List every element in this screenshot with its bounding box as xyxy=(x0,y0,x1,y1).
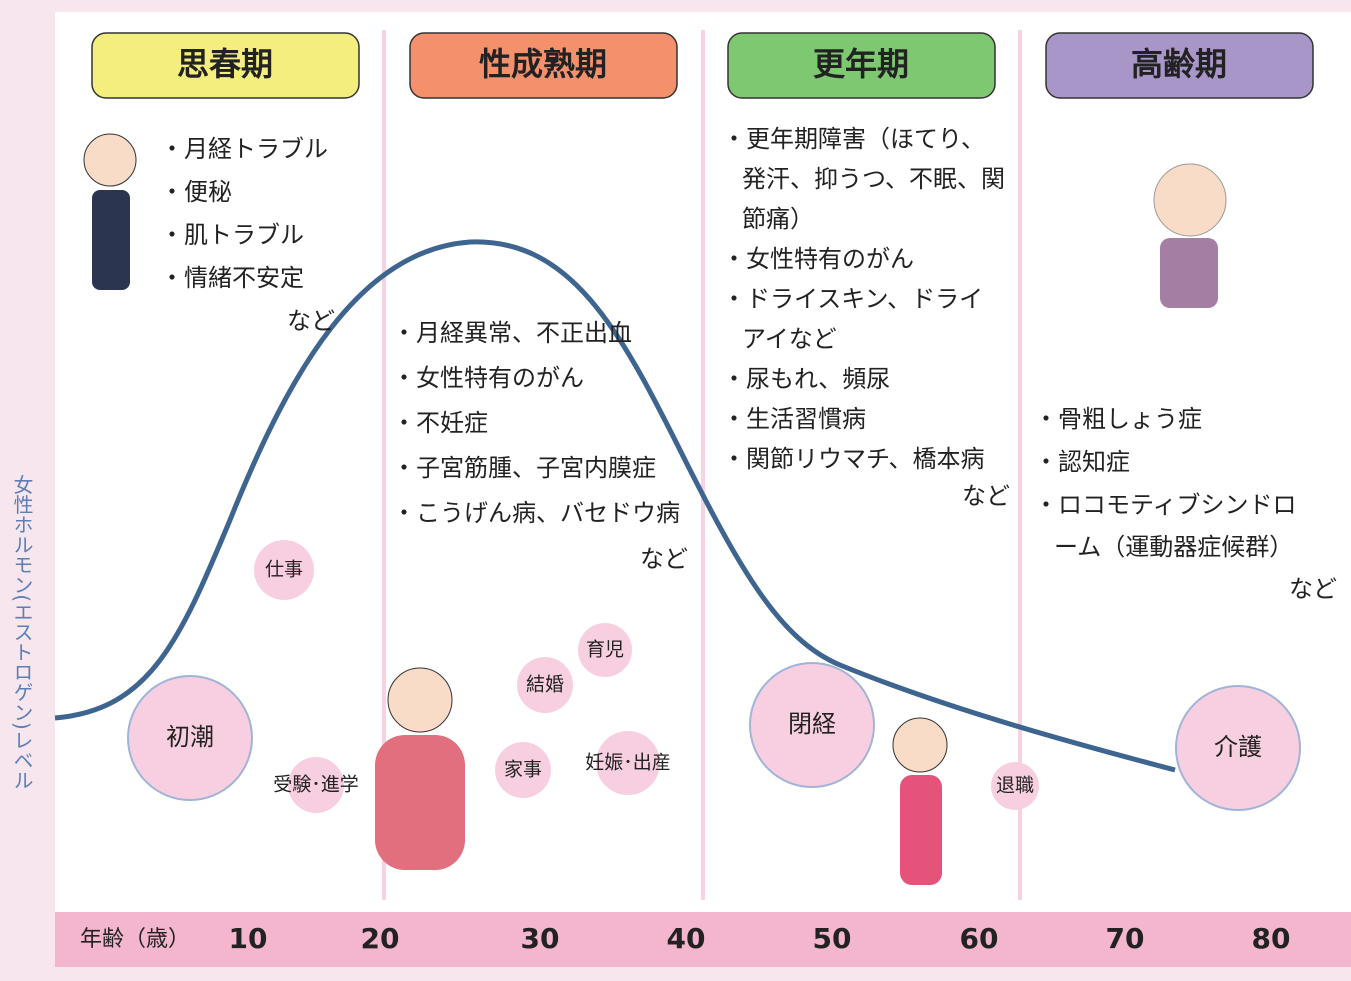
age-tick: 10 xyxy=(229,922,268,955)
age-tick: 80 xyxy=(1252,922,1291,955)
symptom: 発汗、抑うつ、不眠、関 xyxy=(742,165,1005,193)
event-label: 妊娠･出産 xyxy=(585,752,671,774)
mother-body xyxy=(375,735,465,870)
event-label: 初潮 xyxy=(166,723,214,751)
event-label: 介護 xyxy=(1214,733,1262,761)
y-axis-label: 女性ホルモン(エストロゲン)レベル xyxy=(10,474,34,790)
etc: など xyxy=(640,545,688,573)
age-tick: 30 xyxy=(521,922,560,955)
stage-title: 性成熟期 xyxy=(479,45,607,83)
girl-body xyxy=(92,190,130,290)
etc: など xyxy=(287,307,335,335)
event-label: 受験･進学 xyxy=(273,774,359,796)
event-label: 家事 xyxy=(504,759,542,781)
event-label: 結婚 xyxy=(526,674,564,696)
symptom: ・認知症 xyxy=(1034,448,1130,476)
symptom: ・骨粗しょう症 xyxy=(1034,405,1202,433)
age-tick: 20 xyxy=(361,922,400,955)
symptom: ・月経トラブル xyxy=(160,135,328,163)
etc: など xyxy=(1289,575,1337,603)
stage-title: 高齢期 xyxy=(1131,45,1227,83)
diagram: 女性ホルモン(エストロゲン)レベル 年齢（歳） 10 20 30 40 50 60 70 80… xyxy=(0,0,1351,977)
symptom: ・関節リウマチ、橋本病 xyxy=(722,445,985,473)
symptom: ・尿もれ、頻尿 xyxy=(722,365,890,393)
symptom: ・生活習慣病 xyxy=(722,405,866,433)
event-label: 育児 xyxy=(586,639,624,661)
page: {"y_axis_label": "女性ホルモン(エストロゲン)レベル", "x… xyxy=(0,0,1351,977)
x-axis-label: 年齢（歳） xyxy=(80,927,190,952)
age-tick: 50 xyxy=(813,922,852,955)
event-label: 閉経 xyxy=(788,710,836,738)
mother-head xyxy=(388,668,452,732)
symptom: 節痛） xyxy=(742,205,814,233)
symptom: ・ドライスキン、ドライ xyxy=(722,285,983,313)
stage-title: 更年期 xyxy=(813,45,909,83)
event-label: 仕事 xyxy=(265,559,303,581)
symptom: ・肌トラブル xyxy=(160,221,304,249)
symptom: ・ロコモティブシンドロ xyxy=(1034,491,1297,519)
symptom: ・便秘 xyxy=(160,178,232,206)
runner-head xyxy=(893,718,947,772)
elder-body xyxy=(1160,238,1218,308)
symptom: ・月経異常、不正出血 xyxy=(392,319,632,347)
age-tick: 70 xyxy=(1106,922,1145,955)
age-tick: 40 xyxy=(667,922,706,955)
girl-head xyxy=(84,134,136,186)
event-label: 退職 xyxy=(996,775,1034,797)
symptom: ・不妊症 xyxy=(392,409,488,437)
symptom: ーム（運動器症候群） xyxy=(1054,533,1293,561)
symptom: ・情緒不安定 xyxy=(160,264,304,292)
age-tick: 60 xyxy=(960,922,999,955)
symptom: ・女性特有のがん xyxy=(392,364,584,392)
symptom: ・子宮筋腫、子宮内膜症 xyxy=(392,454,656,482)
etc: など xyxy=(962,482,1010,510)
runner-body xyxy=(900,775,942,885)
symptom: ・こうげん病、バセドウ病 xyxy=(392,499,680,527)
elder-head xyxy=(1154,164,1226,236)
symptom: ・女性特有のがん xyxy=(722,245,914,273)
symptom: アイなど xyxy=(742,325,837,353)
stage-title: 思春期 xyxy=(177,45,273,83)
symptom: ・更年期障害（ほてり、 xyxy=(722,125,985,153)
